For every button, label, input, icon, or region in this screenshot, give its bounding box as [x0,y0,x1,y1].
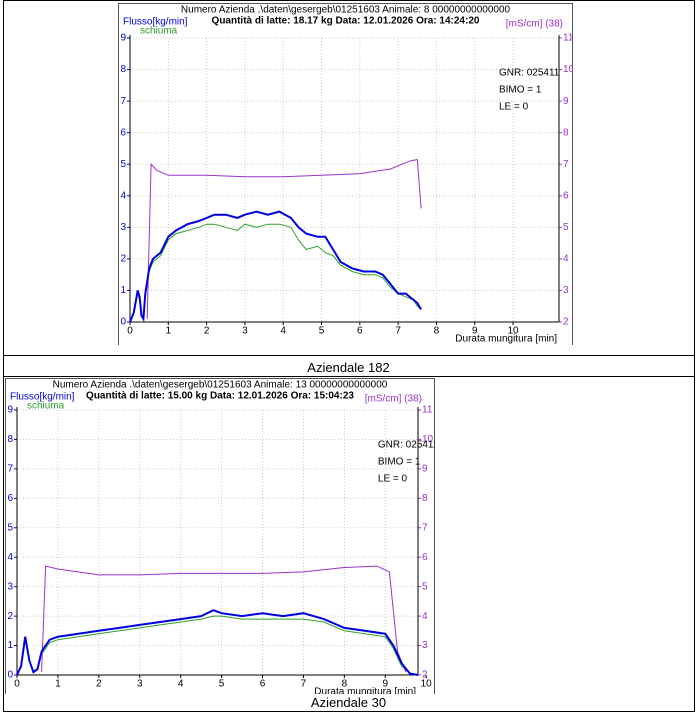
x-tick-label: 3 [242,326,248,337]
y2-tick-label: 4 [563,254,569,265]
y2-tick-label: 11 [422,405,433,416]
annotation: LE = 0 [499,102,529,113]
y-tick-label: 1 [120,285,126,296]
y2-tick-label: 5 [422,581,428,592]
y2-tick-label: 9 [422,464,428,475]
y2-tick-label: 4 [422,611,428,622]
y-tick-label: 7 [120,96,126,107]
y-tick-label: 8 [7,434,13,445]
x-tick-label: 1 [55,679,61,690]
y2-tick-label: 10 [563,64,573,75]
series-line [16,609,419,676]
y2-tick-label: 7 [422,522,428,533]
y2-tick-label: 8 [563,127,569,138]
y-tick-label: 7 [7,464,13,475]
annotation: LE = 0 [378,474,408,485]
y-axis-label: Flusso[kg/min] [10,392,75,403]
y-tick-label: 8 [120,64,126,75]
y-tick-label: 6 [7,493,13,504]
y2-tick-label: 10 [422,434,434,445]
x-tick-label: 5 [319,326,325,337]
x-tick-label: 5 [219,679,225,690]
chart-title: Numero Azienda .\daten\gesergeb\01251603… [53,380,388,391]
x-tick-label: 4 [178,679,184,690]
y-tick-label: 2 [7,611,13,622]
y-tick-label: 5 [7,522,13,533]
x-tick-label: 9 [472,326,478,337]
series-line [129,210,422,323]
x-tick-label: 10 [421,679,433,690]
x-axis-label: Durata mungitura [min] [455,334,557,345]
y-tick-label: 6 [120,127,126,138]
chart-subtitle: Quantità di latte: 18.17 kg Data: 12.01.… [212,16,480,27]
y2-tick-label: 3 [422,640,428,651]
y-tick-label: 9 [7,405,13,416]
chart-subtitle: Quantità di latte: 15.00 kg Data: 12.01.… [86,391,354,402]
annotation: BIMO = 1 [499,85,542,96]
chart: Numero Azienda .\daten\gesergeb\01251603… [5,378,435,694]
y2-axis-label: [mS/cm] (38) [506,19,563,30]
x-tick-label: 9 [382,679,388,690]
y2-tick-label: 3 [563,285,569,296]
y-axis-label: Flusso[kg/min] [123,17,188,28]
y2-tick-label: 6 [563,190,569,201]
x-tick-label: 2 [96,679,102,690]
x-tick-label: 8 [342,679,348,690]
x-tick-label: 7 [395,326,401,337]
x-tick-label: 6 [260,679,266,690]
y-tick-label: 1 [7,640,13,651]
series-line [41,565,407,673]
annotation: GNR: 025411 [499,68,560,79]
chart-frame [118,3,573,345]
y-tick-label: 0 [120,317,126,328]
row-border [3,0,695,377]
legend-label: schiuma [140,26,178,37]
annotation: GNR: 025411 [378,440,435,451]
x-tick-label: 0 [14,679,20,690]
chart: Numero Azienda .\daten\gesergeb\01251603… [118,3,573,345]
x-tick-label: 7 [301,679,307,690]
y-tick-label: 4 [120,190,126,201]
legend-label: schiuma [27,401,65,412]
x-tick-label: 6 [357,326,363,337]
x-tick-label: 1 [166,326,172,337]
chart-title: Numero Azienda .\daten\gesergeb\01251603… [181,5,511,16]
y2-tick-label: 11 [563,33,573,44]
y2-tick-label: 9 [563,96,569,107]
y-tick-label: 5 [120,159,126,170]
x-tick-label: 2 [204,326,210,337]
y2-tick-label: 6 [422,552,428,563]
chart-frame [5,378,435,694]
y2-tick-label: 8 [422,493,428,504]
y-tick-label: 0 [7,670,13,681]
y2-tick-label: 2 [422,670,428,681]
x-axis-label: Durata mungitura [min] [314,687,416,694]
series-line [146,158,422,319]
y2-tick-label: 7 [563,159,569,170]
x-tick-label: 0 [127,326,133,337]
y-tick-label: 9 [120,33,126,44]
y-tick-label: 4 [7,552,13,563]
y-tick-label: 2 [120,254,126,265]
caption: Aziendale 30 [310,695,387,710]
y-tick-label: 3 [120,222,126,233]
x-tick-label: 3 [137,679,143,690]
y-tick-label: 3 [7,581,13,592]
x-tick-label: 4 [280,326,286,337]
x-tick-label: 10 [507,326,519,337]
y2-tick-label: 2 [563,317,569,328]
caption: Aziendale 182 [307,360,390,375]
y2-axis-label: [mS/cm] (38) [365,394,422,405]
annotation: BIMO = 1 [378,457,421,468]
y2-tick-label: 5 [563,222,569,233]
x-tick-label: 8 [434,326,440,337]
